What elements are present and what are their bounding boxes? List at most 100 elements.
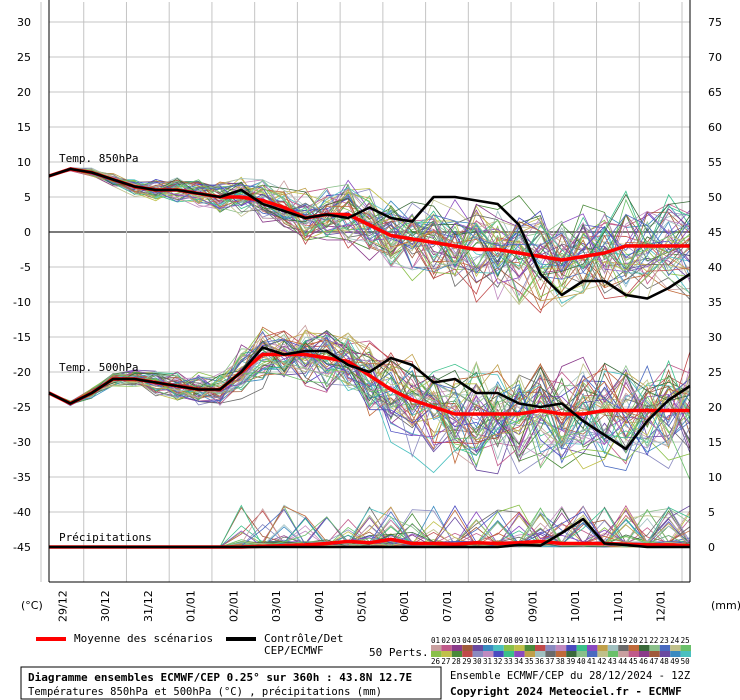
perts-legend-number: 13 — [556, 636, 565, 645]
panel-label-precip: Précipitations — [59, 531, 152, 544]
perts-legend-swatch — [451, 651, 463, 657]
ensemble-member-line — [48, 168, 691, 304]
perts-legend-number: 38 — [556, 657, 566, 666]
perts-legend-swatch — [493, 651, 504, 657]
left-tick-label: -20 — [13, 366, 31, 379]
perts-legend-swatch — [514, 651, 525, 657]
perts-legend-number: 42 — [597, 657, 606, 666]
perts-legend-swatch — [670, 651, 681, 657]
left-axis-unit: (°C) — [21, 599, 43, 612]
perts-legend-number: 29 — [462, 657, 471, 666]
perts-legend-number: 21 — [639, 636, 648, 645]
ensemble-member-line — [48, 344, 691, 475]
perts-legend-number: 25 — [681, 636, 690, 645]
perts-legend-swatch — [628, 651, 639, 657]
right-tick-label: 30 — [708, 331, 722, 344]
perts-legend-swatch — [441, 651, 452, 657]
perts-legend-number: 32 — [493, 657, 502, 666]
ensemble-member-line — [48, 351, 691, 474]
x-tick-label: 08/01 — [484, 590, 497, 622]
perts-legend-number: 11 — [535, 636, 544, 645]
perts-legend-number: 08 — [504, 636, 514, 645]
perts-legend-number: 33 — [504, 657, 513, 666]
perts-legend-swatch — [618, 645, 629, 651]
legend-control-label-1: Contrôle/Det — [264, 632, 343, 645]
copyright: Copyright 2024 Meteociel.fr - ECMWF — [450, 685, 682, 698]
perts-legend-number: 19 — [618, 636, 627, 645]
perts-legend-swatch — [483, 645, 494, 651]
legend-perts-grid: 01 02 03 04 05 06 07 08 09 10 11 12 13 14 15 16 17 18 19 20… — [431, 636, 691, 666]
panel-label-t500: Temp. 500hPa — [59, 361, 138, 374]
ensemble-member-line — [48, 341, 691, 456]
ensemble-member-line — [48, 347, 691, 468]
perts-legend-swatch — [472, 651, 483, 657]
x-tick-label: 01/01 — [185, 590, 198, 622]
ensemble-member-line — [48, 168, 691, 299]
perts-legend-swatch — [555, 645, 567, 651]
perts-legend-number: 49 — [670, 657, 679, 666]
perts-legend-number: 09 — [514, 636, 523, 645]
ensemble-member-line — [48, 332, 691, 445]
perts-legend-number: 10 — [525, 636, 535, 645]
perts-legend-number: 15 — [577, 636, 586, 645]
x-tick-label: 02/01 — [227, 590, 240, 622]
perts-legend-swatch — [597, 645, 608, 651]
perts-legend-swatch — [431, 651, 442, 657]
legend-control-label-2: CEP/ECMWF — [264, 644, 324, 657]
perts-legend-number: 46 — [639, 657, 649, 666]
right-tick-label: 10 — [708, 471, 722, 484]
perts-legend-swatch — [566, 645, 577, 651]
right-tick-label: 70 — [708, 51, 722, 64]
perts-legend-swatch — [680, 651, 691, 657]
ensemble-member-line — [48, 329, 691, 433]
left-tick-label: 15 — [17, 121, 31, 134]
right-tick-label: 75 — [708, 16, 722, 29]
left-tick-label: -40 — [13, 506, 31, 519]
title-box: Diagramme ensembles ECMWF/CEP 0.25° sur … — [20, 666, 442, 700]
perts-legend-number: 50 — [681, 657, 691, 666]
perts-legend-swatch — [628, 645, 639, 651]
perts-legend-number: 18 — [608, 636, 618, 645]
left-tick-label: 5 — [24, 191, 31, 204]
chart-title: Diagramme ensembles ECMWF/CEP 0.25° sur … — [28, 671, 412, 684]
perts-legend-number: 14 — [566, 636, 576, 645]
perts-legend-number: 41 — [587, 657, 596, 666]
perts-legend-swatch — [451, 645, 463, 651]
ensemble-member-line — [48, 168, 691, 275]
right-tick-label: 40 — [708, 261, 722, 274]
series-control-line — [49, 517, 690, 549]
left-tick-label: 0 — [24, 226, 31, 239]
perts-legend-number: 01 — [431, 636, 440, 645]
ensemble-member-line — [48, 168, 691, 289]
right-tick-label: 55 — [708, 156, 722, 169]
perts-legend-number: 24 — [670, 636, 680, 645]
x-tick-label: 31/12 — [142, 590, 155, 622]
perts-legend-swatch — [462, 645, 473, 651]
ensemble-member-line — [48, 362, 691, 454]
ensemble-member-line — [48, 336, 691, 459]
perts-legend-number: 12 — [545, 636, 554, 645]
perts-legend-number: 26 — [431, 657, 441, 666]
perts-legend-swatch — [472, 645, 483, 651]
x-tick-label: 09/01 — [526, 590, 539, 622]
perts-legend-number: 03 — [452, 636, 461, 645]
right-tick-label: 65 — [708, 86, 722, 99]
perts-legend-swatch — [483, 651, 494, 657]
perts-legend-swatch — [659, 645, 671, 651]
perts-legend-swatch — [535, 645, 546, 651]
right-tick-label: 0 — [708, 541, 715, 554]
left-tick-label: -10 — [13, 296, 31, 309]
perts-legend-number: 27 — [441, 657, 450, 666]
perts-legend-number: 20 — [629, 636, 639, 645]
perts-legend-number: 43 — [608, 657, 617, 666]
ensemble-member-line — [48, 332, 691, 450]
perts-legend-swatch — [524, 651, 535, 657]
ensemble-member-line — [48, 346, 691, 481]
perts-legend-swatch — [545, 651, 556, 657]
perts-legend-swatch — [597, 651, 608, 657]
perts-legend-swatch — [649, 651, 660, 657]
perts-legend-number: 35 — [525, 657, 534, 666]
legend-mean-label: Moyenne des scénarios — [74, 632, 213, 645]
